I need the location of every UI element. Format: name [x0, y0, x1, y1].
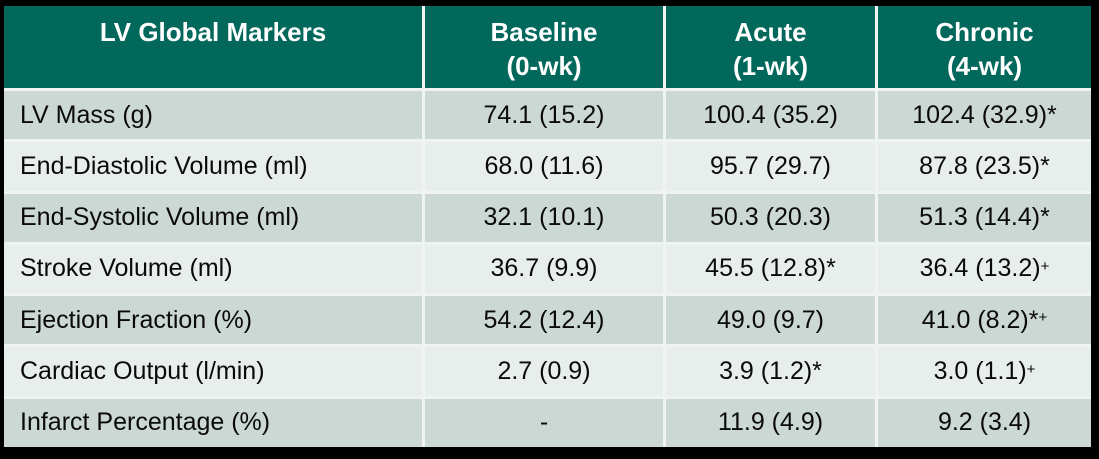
row-label-stroke-volume: Stroke Volume (ml)	[4, 244, 422, 294]
value-cell: 74.1 (15.2)	[425, 91, 663, 140]
column-header-sublabel: (1-wk)	[732, 51, 809, 81]
value-cell: -	[425, 398, 663, 447]
value-cell: 32.1 (10.1)	[425, 193, 663, 242]
value-cell: 3.0 (1.1) +	[878, 347, 1091, 396]
column-header-label: LV Global Markers	[99, 17, 327, 47]
column-header-label: Baseline	[490, 17, 598, 47]
row-label-end-systolic-volume: End-Systolic Volume (ml)	[4, 193, 422, 242]
column-header-markers: LV Global Markers	[4, 6, 422, 88]
row-label-infarct-percentage: Infarct Percentage (%)	[4, 398, 422, 447]
column-header-baseline: Baseline (0-wk)	[425, 6, 663, 88]
value-cell: 36.4 (13.2) +	[878, 244, 1091, 294]
value-cell: 3.9 (1.2)*	[666, 347, 875, 396]
value-cell: 49.0 (9.7)	[666, 296, 875, 345]
value-cell: 54.2 (12.4)	[425, 296, 663, 345]
column-header-acute: Acute (1-wk)	[666, 6, 875, 88]
value-cell: 9.2 (3.4)	[878, 398, 1091, 447]
value-cell: 95.7 (29.7)	[666, 142, 875, 191]
value-cell: 51.3 (14.4)*	[878, 193, 1091, 242]
column-header-sublabel: (4-wk)	[946, 51, 1023, 81]
row-label-ejection-fraction: Ejection Fraction (%)	[4, 296, 422, 345]
value-cell: 68.0 (11.6)	[425, 142, 663, 191]
value-cell: 41.0 (8.2)* +	[878, 296, 1091, 345]
value-cell: 45.5 (12.8)*	[666, 244, 875, 294]
value-cell: 2.7 (0.9)	[425, 347, 663, 396]
column-header-sublabel: (0-wk)	[506, 51, 582, 81]
value-cell: 50.3 (20.3)	[666, 193, 875, 242]
row-label-cardiac-output: Cardiac Output (l/min)	[4, 347, 422, 396]
column-header-label: Chronic	[935, 17, 1034, 47]
lv-global-markers-table: LV Global Markers Baseline (0-wk) Acute …	[4, 6, 1091, 447]
value-cell: 102.4 (32.9)*	[878, 91, 1091, 140]
column-header-label: Acute	[734, 17, 807, 47]
column-header-chronic: Chronic (4-wk)	[878, 6, 1091, 88]
row-label-lv-mass: LV Mass (g)	[4, 91, 422, 140]
value-cell: 36.7 (9.9)	[425, 244, 663, 294]
row-label-end-diastolic-volume: End-Diastolic Volume (ml)	[4, 142, 422, 191]
value-cell: 87.8 (23.5)*	[878, 142, 1091, 191]
value-cell: 100.4 (35.2)	[666, 91, 875, 140]
value-cell: 11.9 (4.9)	[666, 398, 875, 447]
